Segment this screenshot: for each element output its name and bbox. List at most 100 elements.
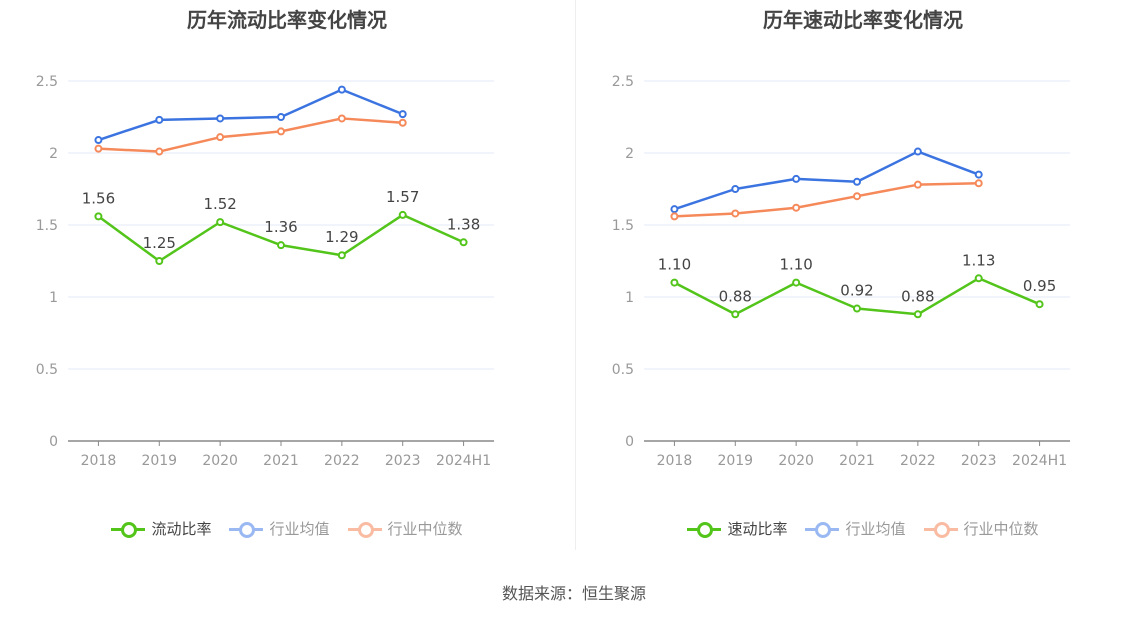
x-tick-label: 2019 xyxy=(141,453,177,469)
legend-item[interactable]: 行业中位数 xyxy=(347,518,463,539)
data-label: 1.36 xyxy=(264,218,297,236)
chart-title: 历年流动比率变化情况 xyxy=(187,8,387,32)
data-point[interactable] xyxy=(974,179,983,188)
data-point[interactable] xyxy=(337,85,346,94)
y-tick-label: 2 xyxy=(625,146,634,162)
data-label: 0.88 xyxy=(719,287,752,305)
legend-label: 行业均值 xyxy=(845,520,906,538)
legend-label: 行业中位数 xyxy=(387,520,463,538)
data-point[interactable] xyxy=(155,147,164,156)
data-point[interactable] xyxy=(216,114,225,123)
data-point[interactable] xyxy=(94,212,103,221)
legend-line-circle-icon xyxy=(923,521,958,538)
data-point[interactable] xyxy=(277,127,285,136)
data-point[interactable] xyxy=(398,118,407,127)
legend-label: 行业均值 xyxy=(269,520,330,538)
data-point[interactable] xyxy=(155,115,164,124)
data-point[interactable] xyxy=(853,192,861,201)
data-label: 1.10 xyxy=(779,256,812,274)
x-tick-label: 2020 xyxy=(778,453,814,469)
data-point[interactable] xyxy=(216,133,225,142)
data-point[interactable] xyxy=(155,257,164,265)
data-point[interactable] xyxy=(337,251,346,260)
data-point[interactable] xyxy=(974,274,983,283)
x-tick-label: 2018 xyxy=(81,453,117,469)
legend-item[interactable]: 速动比率 xyxy=(687,518,787,539)
data-point[interactable] xyxy=(731,185,740,193)
x-tick-label: 2021 xyxy=(839,453,875,469)
data-point[interactable] xyxy=(398,210,407,219)
data-point[interactable] xyxy=(731,310,740,319)
data-point[interactable] xyxy=(459,238,468,247)
data-label: 1.57 xyxy=(386,188,419,206)
data-point[interactable] xyxy=(94,136,103,145)
chart-divider xyxy=(575,0,576,550)
legend-line-circle-icon xyxy=(687,521,722,538)
data-point[interactable] xyxy=(913,180,922,189)
data-point[interactable] xyxy=(913,310,922,319)
y-tick-label: 1.5 xyxy=(36,218,58,234)
series-line xyxy=(674,181,979,218)
data-point[interactable] xyxy=(792,174,801,183)
x-tick-label: 2022 xyxy=(900,453,936,469)
data-point[interactable] xyxy=(670,212,679,221)
x-tick-label: 2024H1 xyxy=(1012,453,1067,469)
data-point[interactable] xyxy=(277,241,285,250)
data-label: 1.10 xyxy=(658,256,691,274)
legend-line-circle-icon xyxy=(347,521,382,538)
data-point[interactable] xyxy=(337,114,346,123)
current-ratio-chart: 历年流动比率变化情况 0 0.5 1 1.5 2 2.5 2018 2019 2020 2021 2… xyxy=(0,0,574,560)
legend-line-circle-icon xyxy=(111,521,146,538)
data-point[interactable] xyxy=(853,304,861,313)
y-tick-label: 0.5 xyxy=(612,362,634,378)
data-label: 1.52 xyxy=(203,195,236,213)
data-label: 1.56 xyxy=(82,189,115,207)
data-point[interactable] xyxy=(792,278,801,287)
data-point[interactable] xyxy=(216,218,225,227)
series-line xyxy=(98,88,404,142)
legend-item[interactable]: 流动比率 xyxy=(111,518,211,539)
data-label: 1.25 xyxy=(143,234,176,252)
data-point[interactable] xyxy=(277,113,285,121)
legend-item[interactable]: 行业均值 xyxy=(229,518,330,539)
y-tick-label: 2 xyxy=(49,146,58,162)
data-label: 0.88 xyxy=(901,287,934,305)
y-tick-label: 0.5 xyxy=(36,362,58,378)
data-point[interactable] xyxy=(1035,300,1044,309)
data-point[interactable] xyxy=(670,278,679,287)
data-label: 0.95 xyxy=(1023,277,1056,295)
data-point[interactable] xyxy=(792,203,801,212)
series-line xyxy=(98,117,403,153)
chart-legend: 速动比率 行业均值 行业中位数 xyxy=(576,518,1148,539)
legend-label: 行业中位数 xyxy=(963,520,1039,538)
y-tick-label: 1 xyxy=(625,290,634,306)
legend-item[interactable]: 行业均值 xyxy=(805,518,906,539)
data-label: 1.38 xyxy=(447,215,480,233)
data-point[interactable] xyxy=(670,205,679,214)
data-point[interactable] xyxy=(94,144,103,153)
legend-line-circle-icon xyxy=(805,521,840,538)
y-tick-label: 2.5 xyxy=(36,74,58,90)
data-point[interactable] xyxy=(853,177,861,186)
x-tick-label: 2024H1 xyxy=(436,453,491,469)
data-point[interactable] xyxy=(398,110,407,119)
x-tick-label: 2023 xyxy=(961,453,997,469)
data-point[interactable] xyxy=(974,170,983,179)
legend-label: 流动比率 xyxy=(151,520,212,538)
x-tick-label: 2023 xyxy=(385,453,421,469)
data-point[interactable] xyxy=(731,209,740,218)
legend-line-circle-icon xyxy=(229,521,264,538)
data-label: 1.13 xyxy=(962,251,995,269)
x-tick-label: 2020 xyxy=(202,453,238,469)
y-tick-label: 0 xyxy=(625,434,634,450)
chart-title: 历年速动比率变化情况 xyxy=(763,8,963,32)
x-tick-label: 2019 xyxy=(717,453,753,469)
quick-ratio-chart: 历年速动比率变化情况 0 0.5 1 1.5 2 2.5 2018 2019 2020 2021 2… xyxy=(576,0,1148,560)
x-tick-label: 2021 xyxy=(263,453,299,469)
data-point[interactable] xyxy=(913,147,922,156)
y-tick-label: 2.5 xyxy=(612,74,634,90)
legend-label: 速动比率 xyxy=(727,520,788,538)
legend-item[interactable]: 行业中位数 xyxy=(923,518,1039,539)
